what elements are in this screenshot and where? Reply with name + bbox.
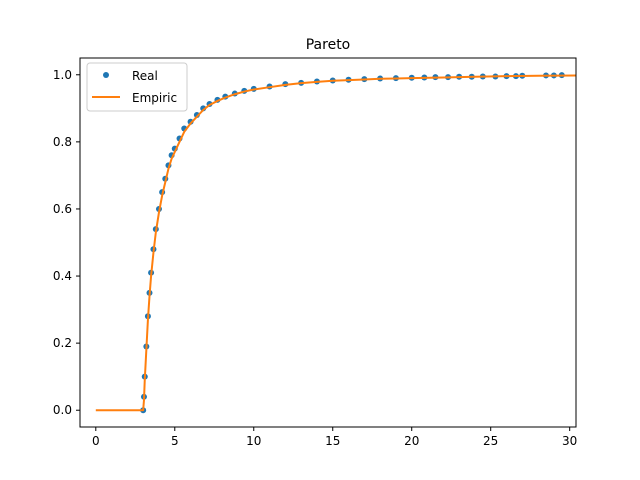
series-empiric-line — [95, 74, 577, 412]
legend-real-marker — [103, 72, 109, 78]
x-tick-label: 15 — [325, 434, 340, 448]
axes: 0 5 10 15 20 25 30 0.0 0.2 0.4 0.6 0.8 1.0 — [53, 57, 577, 448]
y-tick-label: 1.0 — [53, 68, 72, 82]
legend-empiric-label: Empiric — [132, 91, 177, 105]
chart-title: Pareto — [306, 37, 351, 53]
plot-area — [95, 72, 577, 414]
legend: Real Empiric — [86, 62, 188, 112]
axes-frame — [79, 57, 577, 428]
x-tick-label: 20 — [404, 434, 419, 448]
legend-box — [86, 62, 188, 112]
y-tick-label: 0.4 — [53, 269, 72, 283]
y-tick-label: 0.6 — [53, 202, 72, 216]
y-tick-label: 0.8 — [53, 135, 72, 149]
y-tick-label: 0.0 — [53, 403, 72, 417]
x-tick-label: 10 — [246, 434, 261, 448]
x-tick-label: 30 — [562, 434, 577, 448]
x-tick-label: 25 — [483, 434, 498, 448]
legend-real-label: Real — [132, 69, 158, 83]
y-tick-label: 0.2 — [53, 336, 72, 350]
x-tick-label: 5 — [171, 434, 179, 448]
x-tick-label: 0 — [92, 434, 100, 448]
